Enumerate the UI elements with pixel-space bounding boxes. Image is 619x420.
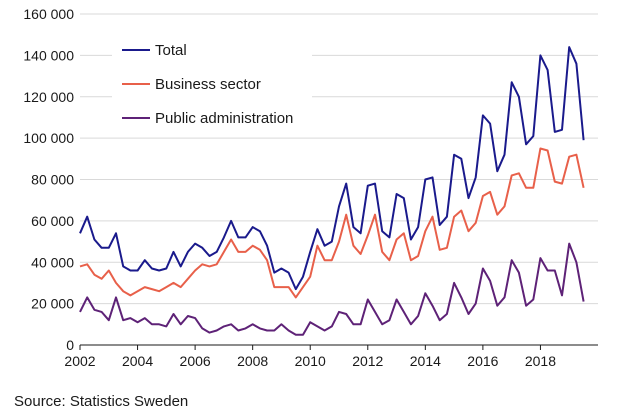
series-line-total xyxy=(79,46,585,291)
series-line-public-administration xyxy=(79,242,585,336)
y-tick-label: 100 000 xyxy=(23,130,74,146)
y-tick-label: 140 000 xyxy=(23,47,74,63)
x-tick-label: 2018 xyxy=(525,353,556,369)
y-tick-label: 120 000 xyxy=(23,89,74,105)
legend-label: Business sector xyxy=(155,76,261,93)
y-tick-label: 20 000 xyxy=(31,296,74,312)
y-tick-label: 80 000 xyxy=(31,172,74,188)
y-tick-label: 160 000 xyxy=(23,6,74,22)
y-tick-label: 0 xyxy=(66,337,74,353)
series-line-business-sector xyxy=(79,147,585,299)
y-tick-label: 40 000 xyxy=(31,254,74,270)
x-tick-label: 2014 xyxy=(410,353,441,369)
legend-label: Public administration xyxy=(155,110,293,127)
legend: Total Business sector Public administratio… xyxy=(112,30,312,136)
y-tick-label: 60 000 xyxy=(31,213,74,229)
x-tick-label: 2006 xyxy=(180,353,211,369)
legend-label: Total xyxy=(155,42,187,59)
line-chart: 0 20 000 40 000 60 000 80 000 100 000 120 000 1… xyxy=(23,6,598,369)
x-tick-label: 2002 xyxy=(64,353,95,369)
y-axis-ticks: 0 20 000 40 000 60 000 80 000 100 000 120 000 1… xyxy=(23,6,74,353)
x-tick-label: 2008 xyxy=(237,353,268,369)
x-tick-label: 2016 xyxy=(467,353,498,369)
x-tick-label: 2004 xyxy=(122,353,153,369)
x-axis-ticks: 2002 2004 2006 2008 2010 2012 2014 2016 2018 xyxy=(64,345,556,369)
source-note: Source: Statistics Sweden xyxy=(14,393,189,410)
x-tick-label: 2010 xyxy=(295,353,326,369)
x-tick-label: 2012 xyxy=(352,353,383,369)
series-lines xyxy=(79,46,585,336)
